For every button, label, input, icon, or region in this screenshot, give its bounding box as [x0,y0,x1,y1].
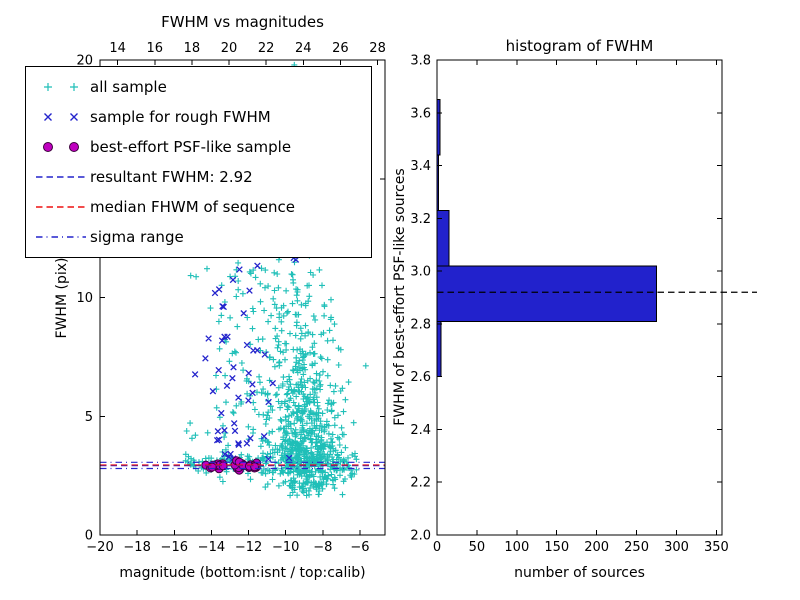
legend-marker-all-sample [32,77,90,97]
tick-label: 3.6 [410,106,431,121]
legend-item: resultant FWHM: 2.92 [32,162,365,192]
tick-label: 2.0 [410,529,431,544]
tick-label: 3.2 [410,212,431,227]
scatter-point-circle [207,462,217,472]
legend-marker-psf-like-sample [32,137,90,157]
scatter-point-circle [250,462,260,472]
legend-label: sigma range [90,228,184,246]
legend-item: all sample [32,72,365,102]
tick-label: 18 [184,41,201,56]
tick-label: 300 [664,540,689,555]
tick-label: 350 [704,540,729,555]
tick-label: 3.4 [410,159,431,174]
tick-label: 150 [544,540,569,555]
tick-label: 24 [295,41,312,56]
tick-label: −6 [350,540,369,555]
legend-label: median FHWM of sequence [90,198,295,216]
tick-label: 2.8 [410,317,431,332]
legend-label: all sample [90,78,167,96]
legend-item: best-effort PSF-like sample [32,132,365,162]
tick-label: −14 [198,540,225,555]
tick-label: 22 [258,41,275,56]
tick-label: 3.0 [410,265,431,280]
scatter-series-plus [182,61,369,499]
tick-label: 2.6 [410,370,431,385]
legend-item: sigma range [32,222,365,252]
tick-label: 250 [624,540,649,555]
tick-label: −10 [272,540,299,555]
legend-marker-median-fwhm-line [32,197,90,217]
left-yaxis-label: FWHM (pix) [54,257,70,339]
legend-label: resultant FWHM: 2.92 [90,168,253,186]
tick-label: −16 [161,540,188,555]
tick-label: 16 [146,41,163,56]
tick-label: 2.2 [410,476,431,491]
tick-label: 100 [504,540,529,555]
legend-item: sample for rough FWHM [32,102,365,132]
right-yaxis-label: FWHM of best-effort PSF-like sources [392,168,408,426]
tick-label: 20 [221,41,238,56]
tick-label: 2.4 [410,423,431,438]
tick-label: 200 [584,540,609,555]
tick-label: 0 [433,540,441,555]
legend-label: best-effort PSF-like sample [90,138,292,156]
left-plot-title: FWHM vs magnitudes [161,13,324,31]
tick-label: 0 [85,529,93,544]
right-xaxis-label: number of sources [514,565,645,581]
tick-label: −18 [123,540,150,555]
axes-frame-right [436,59,723,536]
tick-label: 28 [369,41,386,56]
legend: all sample sample for rough FWHM best-ef… [25,66,372,258]
tick-label: 26 [332,41,349,56]
tick-label: 5 [85,410,93,425]
hist-bar [436,265,658,322]
legend-item: median FHWM of sequence [32,192,365,222]
tick-label: 14 [109,41,126,56]
hist-bar [436,320,442,378]
legend-marker-resultant-fwhm-line [32,167,90,187]
tick-label: 3.8 [410,54,431,69]
tick-label: 20 [76,54,93,69]
tick-label: −20 [86,540,113,555]
legend-marker-sigma-range-line [32,227,90,247]
tick-label: −12 [235,540,262,555]
tick-label: 10 [76,291,93,306]
tick-label: 50 [469,540,486,555]
legend-marker-rough-fwhm-sample [32,107,90,127]
right-plot-title: histogram of FWHM [505,37,654,55]
legend-label: sample for rough FWHM [90,108,271,126]
left-xaxis-label: magnitude (bottom:isnt / top:calib) [119,565,366,581]
tick-label: −8 [313,540,332,555]
